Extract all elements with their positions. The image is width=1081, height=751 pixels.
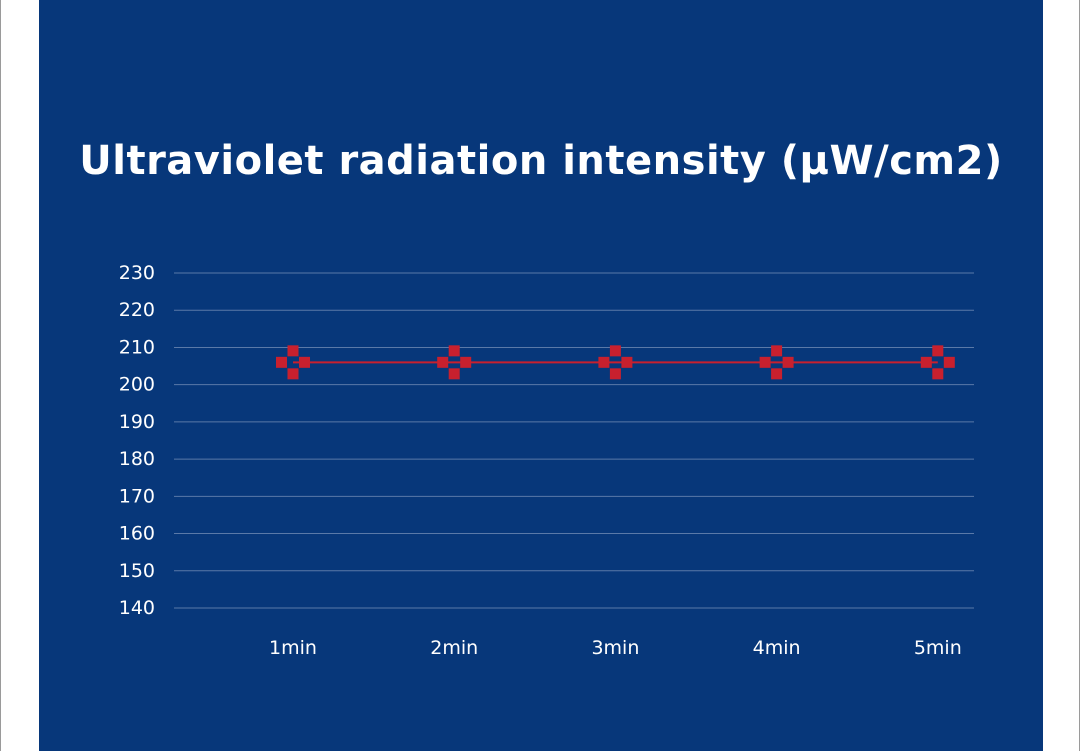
marker-square-3 [460, 356, 472, 368]
data-point-5min [920, 345, 955, 380]
y-tick-label-190: 190 [119, 411, 155, 433]
marker-square-2 [920, 356, 932, 368]
marker-square-0 [771, 345, 783, 357]
data-point-3min [598, 345, 633, 380]
marker-square-3 [782, 356, 794, 368]
x-tick-label-5min: 5min [914, 637, 962, 659]
x-axis-ticks: 1min 2min 3min 4min 5min [269, 637, 962, 659]
marker-square-3 [299, 356, 310, 368]
marker-square-1 [287, 368, 299, 380]
y-tick-label-230: 230 [119, 262, 155, 284]
x-tick-label-4min: 4min [753, 637, 801, 659]
data-point-1min [276, 345, 310, 380]
x-tick-label-1min: 1min [269, 637, 317, 659]
y-tick-label-170: 170 [119, 485, 155, 507]
series-group [276, 345, 955, 380]
y-tick-label-220: 220 [119, 299, 155, 321]
marker-square-0 [609, 345, 621, 357]
x-tick-label-2min: 2min [430, 637, 478, 659]
marker-square-2 [759, 356, 771, 368]
marker-square-1 [932, 368, 944, 380]
marker-square-0 [448, 345, 460, 357]
marker-square-1 [609, 368, 621, 380]
marker-square-3 [943, 356, 955, 368]
chart-panel: Ultraviolet radiation intensity (μW/cm2)… [39, 0, 1043, 751]
marker-square-3 [621, 356, 633, 368]
y-tick-label-140: 140 [119, 597, 155, 619]
y-tick-label-160: 160 [119, 523, 155, 545]
y-tick-label-200: 200 [119, 374, 155, 396]
frame-border-right [1079, 0, 1080, 751]
marker-square-2 [437, 356, 449, 368]
data-point-4min [759, 345, 794, 380]
marker-square-2 [598, 356, 610, 368]
y-tick-label-210: 210 [119, 336, 155, 358]
y-axis-ticks: 230 220 210 200 190 180 170 160 150 140 [119, 262, 155, 619]
frame-border-left [0, 0, 1, 751]
gridlines [174, 272, 974, 609]
chart-title: Ultraviolet radiation intensity (μW/cm2) [79, 138, 1003, 184]
chart-plot-area: 230 220 210 200 190 180 170 160 150 140 1min 2min 3… [119, 262, 974, 659]
marker-square-0 [287, 345, 299, 357]
y-tick-label-150: 150 [119, 560, 155, 582]
marker-square-2 [276, 356, 287, 368]
data-point-2min [437, 345, 472, 380]
marker-square-1 [771, 368, 783, 380]
marker-square-1 [448, 368, 460, 380]
y-tick-label-180: 180 [119, 448, 155, 470]
x-tick-label-3min: 3min [591, 637, 639, 659]
marker-square-0 [932, 345, 944, 357]
